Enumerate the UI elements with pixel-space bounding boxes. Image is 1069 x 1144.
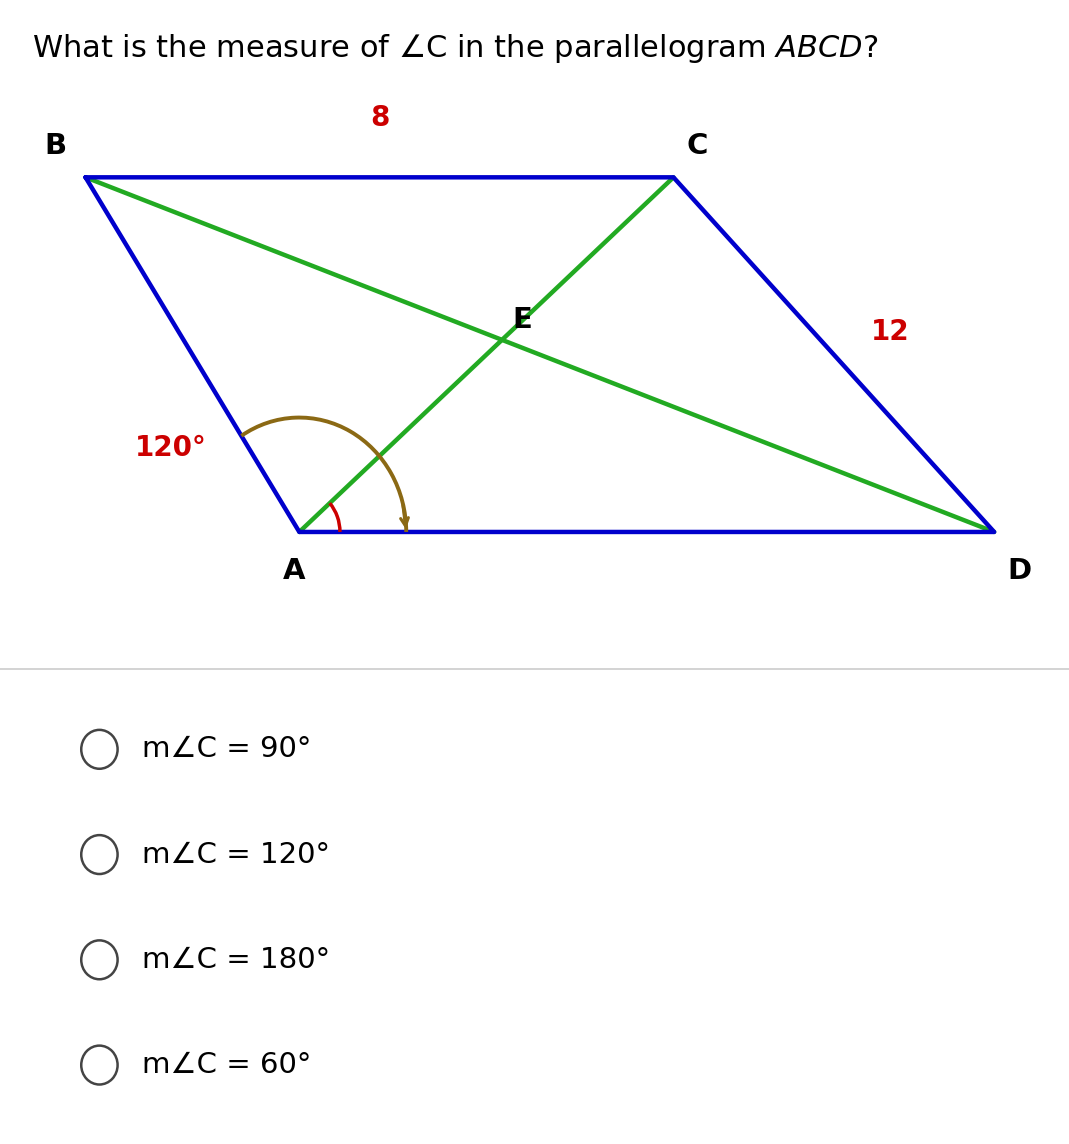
- Text: 8: 8: [370, 104, 389, 132]
- Text: m∠C = 60°: m∠C = 60°: [142, 1051, 311, 1079]
- Text: D: D: [1007, 557, 1032, 585]
- Text: m∠C = 90°: m∠C = 90°: [142, 736, 311, 763]
- Text: A: A: [282, 557, 306, 585]
- Text: B: B: [44, 133, 66, 160]
- Text: 120°: 120°: [135, 435, 207, 462]
- Text: C: C: [686, 133, 708, 160]
- Text: What is the measure of $\angle$C in the parallelogram $\mathit{ABCD}$?: What is the measure of $\angle$C in the …: [32, 32, 879, 64]
- Text: 12: 12: [871, 318, 910, 345]
- Text: m∠C = 180°: m∠C = 180°: [142, 946, 330, 974]
- Text: m∠C = 120°: m∠C = 120°: [142, 841, 330, 868]
- Text: E: E: [513, 307, 532, 334]
